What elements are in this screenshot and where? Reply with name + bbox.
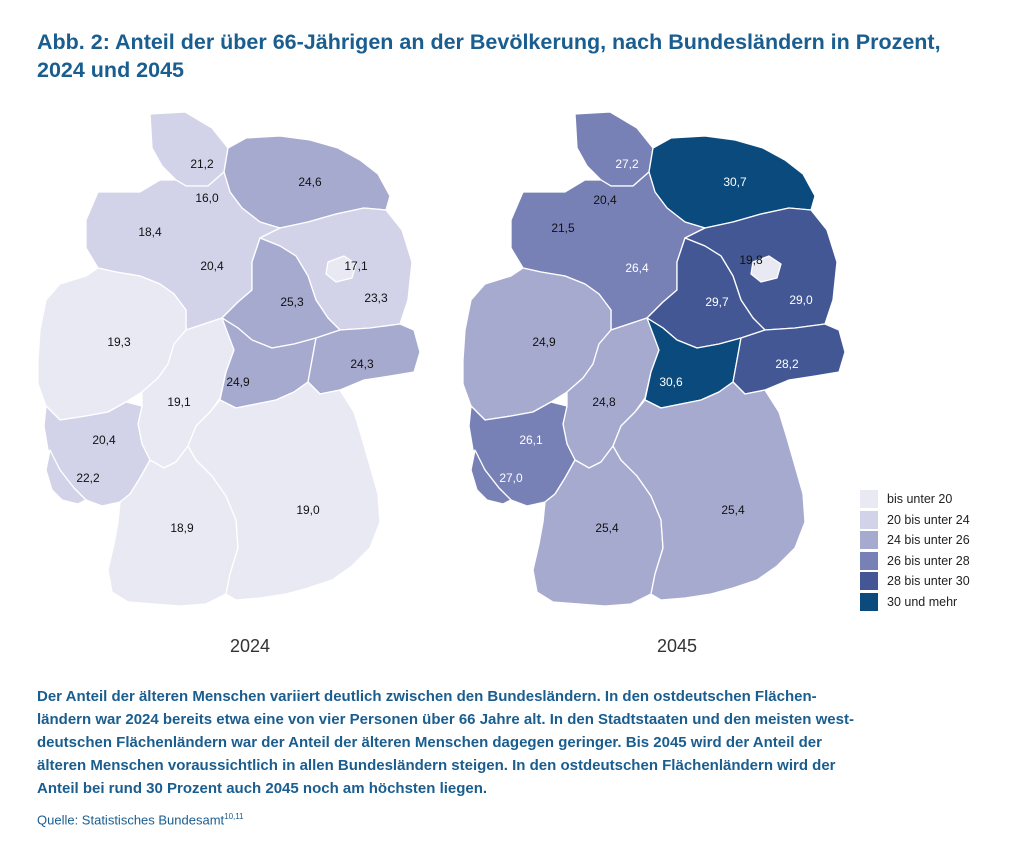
description-line: ländern war 2024 bereits etwa eine von v…	[37, 711, 854, 728]
value-label-berlin: 19,8	[739, 253, 763, 267]
value-label-schleswig-holstein: 21,2	[190, 157, 214, 171]
value-label-sachsen: 24,3	[350, 357, 374, 371]
value-label-brandenburg: 23,3	[364, 291, 388, 305]
legend-label: 24 bis unter 26	[887, 533, 970, 548]
region-saarland	[45, 449, 87, 505]
region-bayern	[612, 381, 806, 601]
value-label-sachsen-anhalt: 25,3	[280, 295, 304, 309]
region-saarland	[470, 449, 512, 505]
map-2024: 21,2 16,0 24,6 20,4 23,3 17,1 25,3 19,3 19,1 24,9…	[37, 111, 421, 607]
legend-swatch	[860, 592, 878, 611]
region-schleswig-holstein	[574, 111, 654, 187]
legend-label: 20 bis unter 24	[887, 512, 970, 527]
legend-swatch	[860, 551, 878, 570]
value-label-hamburg: 16,0	[195, 191, 219, 205]
value-label-mecklenburg-vorpommern: 30,7	[723, 175, 747, 189]
value-label-brandenburg: 29,0	[789, 293, 813, 307]
value-label-nordrhein-westfalen: 24,9	[532, 335, 556, 349]
legend-item: 28 bis unter 30	[860, 571, 970, 592]
legend: bis unter 20 20 bis unter 24 24 bis unte…	[860, 489, 970, 612]
value-label-nordrhein-westfalen: 19,3	[107, 335, 131, 349]
value-label-berlin: 17,1	[344, 259, 368, 273]
description-line: deutschen Flächenländern war der Anteil …	[37, 734, 822, 751]
value-label-saarland: 27,0	[499, 471, 523, 485]
value-label-bremen: 21,5	[551, 221, 575, 235]
value-label-bremen-extra: 18,4	[138, 225, 162, 239]
legend-item: 30 und mehr	[860, 592, 970, 613]
value-label-baden-wuerttemberg: 25,4	[595, 521, 619, 535]
title-line-1: Abb. 2: Anteil der über 66-Jährigen an d…	[37, 30, 941, 54]
legend-swatch	[860, 490, 878, 509]
legend-swatch	[860, 572, 878, 591]
value-label-niedersachsen: 20,4	[200, 259, 224, 273]
value-label-bayern: 25,4	[721, 503, 745, 517]
map-year-2024: 2024	[230, 636, 271, 656]
region-schleswig-holstein	[149, 111, 229, 187]
legend-item: bis unter 20	[860, 489, 970, 510]
value-label-rheinland-pfalz: 26,1	[519, 433, 543, 447]
value-label-hessen: 19,1	[167, 395, 191, 409]
region-berlin	[325, 255, 357, 283]
description-line: Anteil bei rund 30 Prozent auch 2045 noc…	[37, 780, 488, 797]
title-line-2: 2024 und 2045	[37, 58, 185, 82]
value-label-hessen: 24,8	[592, 395, 616, 409]
legend-swatch	[860, 510, 878, 529]
region-bayern	[187, 381, 381, 601]
value-label-thueringen: 24,9	[226, 375, 250, 389]
legend-label: 26 bis unter 28	[887, 553, 970, 568]
legend-item: 26 bis unter 28	[860, 551, 970, 572]
source-note: Quelle: Statistisches Bundesamt10,11	[37, 812, 244, 827]
legend-item: 20 bis unter 24	[860, 510, 970, 531]
source-text: Quelle: Statistisches Bundesamt	[37, 812, 225, 828]
value-label-sachsen-anhalt: 29,7	[705, 295, 729, 309]
legend-label: bis unter 20	[887, 492, 953, 507]
description: Der Anteil der älteren Menschen variiert…	[37, 685, 987, 800]
map-year-2045: 2045	[657, 636, 698, 656]
value-label-thueringen: 30,6	[659, 375, 683, 389]
legend-item: 24 bis unter 26	[860, 530, 970, 551]
description-line: Der Anteil der älteren Menschen variiert…	[37, 688, 817, 705]
legend-swatch	[860, 531, 878, 550]
legend-label: 28 bis unter 30	[887, 574, 970, 589]
value-label-schleswig-holstein: 27,2	[615, 157, 639, 171]
value-label-baden-wuerttemberg: 18,9	[170, 521, 194, 535]
value-label-rheinland-pfalz: 20,4	[92, 433, 116, 447]
value-label-mecklenburg-vorpommern: 24,6	[298, 175, 322, 189]
legend-label: 30 und mehr	[887, 594, 958, 609]
value-label-niedersachsen: 26,4	[625, 261, 649, 275]
figure-title: Abb. 2: Anteil der über 66-Jährigen an d…	[37, 28, 997, 84]
value-label-saarland: 22,2	[76, 471, 100, 485]
source-footnote: 10,11	[224, 812, 244, 821]
region-berlin	[750, 255, 782, 283]
value-label-bayern: 19,0	[296, 503, 320, 517]
value-label-sachsen: 28,2	[775, 357, 799, 371]
map-2045: 27,2 20,4 30,7 21,5 26,4 29,0 19,8 29,7 24,9 24,8…	[462, 111, 846, 607]
description-line: älteren Menschen voraussichtlich in alle…	[37, 757, 836, 774]
value-label-hamburg: 20,4	[593, 193, 617, 207]
